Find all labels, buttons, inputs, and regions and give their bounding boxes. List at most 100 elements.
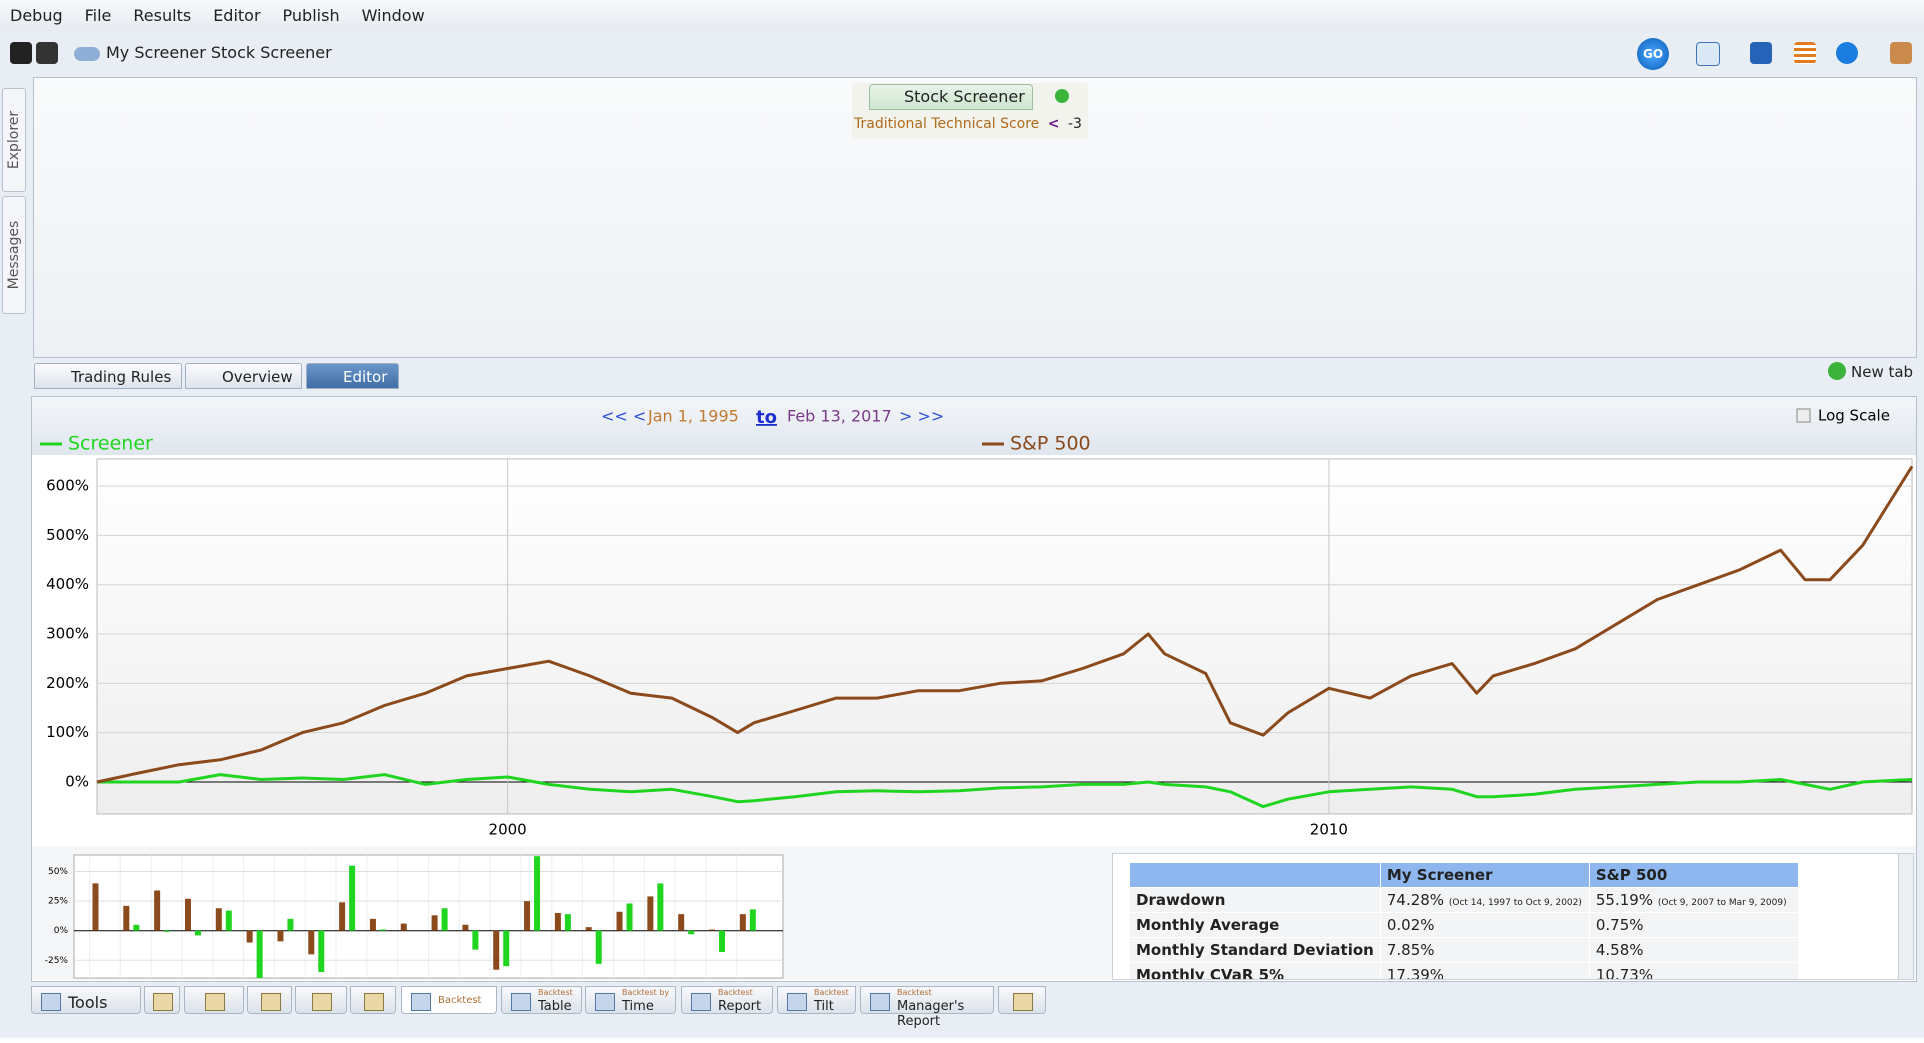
- tab-caption: Backtest: [718, 988, 753, 997]
- go-button[interactable]: GO: [1637, 38, 1669, 70]
- menu-item[interactable]: Debug: [10, 6, 63, 25]
- cell: 10.73%: [1588, 962, 1799, 979]
- tab-caption: Backtest: [538, 988, 573, 997]
- y-tick-label: 200%: [46, 674, 89, 692]
- bar: [339, 902, 346, 931]
- rule: Traditional Technical Score < -3: [854, 116, 1082, 132]
- tab-icon: [787, 993, 807, 1011]
- bar: [503, 930, 510, 967]
- rule-value: -3: [1067, 116, 1082, 132]
- menu-item[interactable]: Publish: [282, 6, 340, 25]
- menu-item[interactable]: File: [84, 6, 112, 25]
- cell-value: 74.28%: [1386, 891, 1445, 909]
- stats-row: Monthly Standard Deviation 7.85% 4.58%: [1129, 937, 1799, 963]
- bar: [554, 912, 561, 931]
- log-scale-checkbox[interactable]: [1796, 408, 1811, 423]
- cell: 4.58%: [1588, 937, 1799, 963]
- bar: [616, 911, 623, 931]
- bar: [133, 924, 140, 931]
- cell: 74.28% (Oct 14, 1997 to Oct 9, 2002): [1379, 887, 1590, 913]
- date-end[interactable]: Feb 13, 2017: [787, 407, 892, 426]
- chart-button[interactable]: [1696, 42, 1720, 66]
- x-tick-label: 2000: [489, 821, 527, 839]
- editor-tab[interactable]: Editor: [306, 363, 399, 389]
- bar: [92, 883, 99, 931]
- menu-bar: Debug File Results Editor Publish Window: [0, 0, 1924, 31]
- bar: [349, 865, 356, 931]
- bar: [184, 898, 191, 931]
- tab-icon: [260, 993, 281, 1011]
- toolbar: My Screener Stock Screener GO: [0, 36, 1924, 72]
- cell-note: (Oct 9, 2007 to Mar 9, 2009): [1657, 898, 1787, 908]
- bar: [194, 930, 201, 936]
- cell: 0.02%: [1379, 912, 1590, 938]
- bar: [739, 914, 746, 931]
- tab-caption: Backtest: [814, 988, 849, 997]
- screener-tab-label: Stock Screener: [904, 87, 1025, 106]
- bar: [431, 915, 438, 931]
- list-button[interactable]: [1794, 42, 1816, 64]
- log-scale-label[interactable]: Log Scale: [1818, 407, 1890, 425]
- tab-label: Report: [718, 999, 762, 1014]
- bar: [308, 930, 315, 955]
- status-edge: [0, 1038, 1924, 1043]
- tab-caption: Backtest: [897, 988, 932, 997]
- bar: [595, 930, 602, 964]
- legend-label: Screener: [68, 433, 153, 455]
- editor-tab[interactable]: Trading Rules: [34, 363, 182, 389]
- bar: [164, 930, 171, 932]
- y-tick-label: 300%: [46, 625, 89, 643]
- tab-label: Time: [622, 999, 654, 1014]
- new-tab-icon[interactable]: [1828, 362, 1846, 380]
- add-rule-button[interactable]: [1055, 89, 1069, 103]
- new-tab[interactable]: New tab: [1851, 363, 1914, 381]
- back-button[interactable]: [10, 42, 32, 64]
- menu-item[interactable]: Editor: [213, 6, 261, 25]
- tab-label: Manager's Report: [897, 999, 965, 1029]
- date-back[interactable]: << <: [601, 407, 646, 426]
- editor-tab-label: Trading Rules: [71, 368, 172, 386]
- editor-panel: Stock Screener Traditional Technical Sco…: [33, 77, 1917, 358]
- bar: [154, 890, 161, 931]
- tab-icon: [41, 993, 61, 1011]
- scrollbar[interactable]: [1898, 854, 1913, 979]
- bar: [256, 930, 263, 978]
- tab-label: Backtest: [438, 995, 482, 1006]
- stats-row: Drawdown 74.28% (Oct 14, 1997 to Oct 9, …: [1129, 887, 1799, 913]
- date-start[interactable]: Jan 1, 1995: [647, 407, 739, 426]
- row-label: Monthly CVaR 5%: [1129, 962, 1381, 979]
- y-tick-label: 600%: [46, 477, 89, 495]
- help-button[interactable]: [1836, 42, 1858, 64]
- cell: 55.19% (Oct 9, 2007 to Mar 9, 2009): [1588, 887, 1799, 913]
- rule-operator: <: [1047, 116, 1060, 132]
- bar: [441, 908, 448, 931]
- bar: [749, 909, 756, 931]
- date-to[interactable]: to: [756, 407, 777, 428]
- series-line: [96, 465, 1914, 784]
- exit-button[interactable]: [1890, 42, 1912, 64]
- bar: [472, 930, 479, 950]
- editor-tab-label: Editor: [343, 368, 388, 386]
- screener-icon: [74, 47, 100, 61]
- screener-tab[interactable]: Stock Screener: [869, 84, 1033, 110]
- bar: [277, 930, 284, 942]
- menu-item[interactable]: Window: [361, 6, 425, 25]
- bar: [400, 923, 407, 931]
- cell-value: 55.19%: [1595, 891, 1654, 909]
- date-forward[interactable]: > >>: [899, 407, 944, 426]
- side-tab[interactable]: Messages: [2, 196, 26, 314]
- bar: [534, 856, 541, 931]
- legend-label: S&P 500: [1010, 433, 1091, 455]
- home-button[interactable]: [36, 42, 58, 64]
- header-cell: My Screener: [1379, 862, 1590, 888]
- bar: [647, 896, 654, 931]
- side-tab[interactable]: Explorer: [2, 88, 26, 192]
- menu-item[interactable]: Results: [133, 6, 192, 25]
- bar: [215, 908, 222, 931]
- save-button[interactable]: [1750, 42, 1772, 64]
- x-tick-label: 2010: [1310, 821, 1348, 839]
- bar: [564, 914, 571, 931]
- editor-tab[interactable]: Overview: [185, 363, 302, 389]
